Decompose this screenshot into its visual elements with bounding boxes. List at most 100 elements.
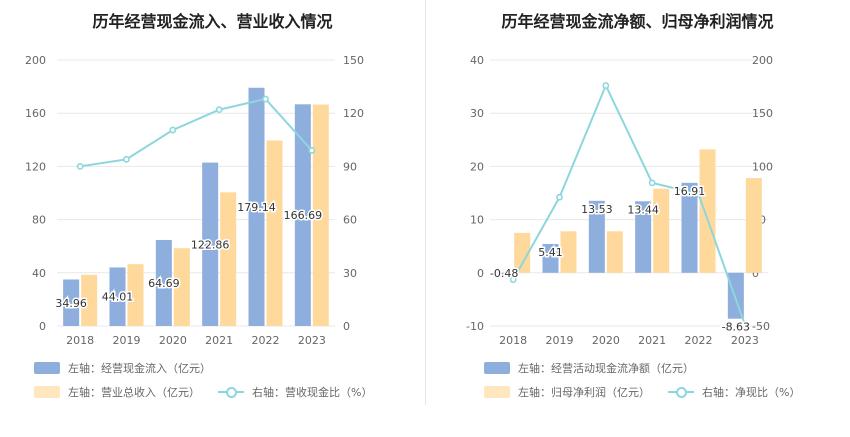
chart-svg: 0 0 40 30 80 60 120 90 160 120 200 150 2018 2019 2020 2… xyxy=(25,54,364,347)
bar-net-profit xyxy=(699,149,716,273)
legend-label: 左轴：经营活动现金流净额（亿元） xyxy=(518,362,694,375)
chart-panel-cash-inflow: 历年经营现金流入、营业收入情况 0 0 40 30 80 60 120 90 160 120 200… xyxy=(25,12,372,400)
bar-cash-inflow xyxy=(294,104,311,326)
right-axis-tick: 30 xyxy=(343,267,357,280)
x-axis-tick: 2021 xyxy=(638,334,666,347)
ratio-point xyxy=(262,95,269,103)
x-axis-tick: 2020 xyxy=(159,334,187,347)
left-axis-tick: 40 xyxy=(470,54,484,67)
right-axis-tick: 90 xyxy=(343,160,357,173)
data-label: 122.86 xyxy=(191,238,230,251)
legend-swatch-orange xyxy=(34,386,60,398)
x-axis-tick: 2018 xyxy=(499,334,527,347)
left-axis-tick: 80 xyxy=(32,214,46,227)
bar-net-cash xyxy=(635,201,652,273)
legend-swatch-line xyxy=(668,386,694,398)
legend-swatch-orange xyxy=(484,386,510,398)
data-label: 34.96 xyxy=(55,297,87,310)
data-label: 13.44 xyxy=(627,203,659,216)
legend-label: 左轴：归母净利润（亿元） xyxy=(518,386,650,399)
ratio-line xyxy=(512,83,746,325)
left-axis-tick: 40 xyxy=(32,267,46,280)
ratio-point xyxy=(509,276,517,284)
ratio-point xyxy=(741,321,749,328)
right-axis-tick: 60 xyxy=(343,214,357,227)
bar-net-cash xyxy=(542,244,559,273)
legend-swatch-line xyxy=(218,386,244,398)
data-label: 179.14 xyxy=(237,201,276,214)
bar-net-profit xyxy=(514,232,531,273)
legend-item-bar1[interactable]: 左轴：经营活动现金流净额（亿元） xyxy=(484,360,694,376)
bar-revenue xyxy=(312,104,329,327)
legend-label: 左轴：营业总收入（亿元） xyxy=(68,386,200,399)
legend-item-bar1[interactable]: 左轴：经营现金流入（亿元） xyxy=(34,360,211,376)
legend-item-bar2[interactable]: 左轴：归母净利润（亿元） xyxy=(484,384,650,400)
right-axis-tick: 150 xyxy=(343,54,364,67)
left-axis-tick: -10 xyxy=(466,320,484,333)
chart-title: 历年经营现金流入、营业收入情况 xyxy=(92,12,333,31)
left-axis-tick: 200 xyxy=(25,54,46,67)
bar-net-cash xyxy=(681,182,698,273)
bar-net-profit xyxy=(653,188,670,273)
left-axis-tick: 120 xyxy=(25,160,46,173)
bar-revenue xyxy=(127,264,144,326)
bar-net-profit xyxy=(745,178,762,273)
x-axis-tick: 2019 xyxy=(546,334,574,347)
left-axis-tick: 30 xyxy=(470,107,484,120)
x-axis-tick: 2023 xyxy=(298,334,326,347)
chart-svg: -10-500010502010030150402002018201920202… xyxy=(466,54,773,347)
ratio-point xyxy=(602,82,610,89)
ratio-point xyxy=(695,190,702,198)
bar-cash-inflow xyxy=(63,279,80,326)
bar-cash-inflow xyxy=(109,267,126,326)
bar-cash-inflow xyxy=(248,87,265,326)
right-axis-tick: 120 xyxy=(343,107,364,120)
legend-item-bar2[interactable]: 左轴：营业总收入（亿元） xyxy=(34,384,200,400)
left-axis-tick: 0 xyxy=(477,267,484,280)
bar-net-profit xyxy=(560,231,577,273)
legend-item-line[interactable]: 右轴：营收现金比（%） xyxy=(218,384,372,400)
bar-cash-inflow xyxy=(155,239,172,326)
x-axis-tick: 2020 xyxy=(592,334,620,347)
right-axis-tick: 150 xyxy=(752,107,773,120)
ratio-point xyxy=(556,193,563,201)
legend-item-line[interactable]: 右轴：净现比（%） xyxy=(668,384,800,400)
x-axis-tick: 2019 xyxy=(113,334,141,347)
bar-revenue xyxy=(266,140,283,326)
legend-label: 右轴：营收现金比（%） xyxy=(252,386,373,399)
bar-net-profit xyxy=(606,231,623,273)
chart-title: 历年经营现金流净额、归母净利润情况 xyxy=(501,12,774,31)
data-label: -0.48 xyxy=(490,267,518,280)
data-label: -8.63 xyxy=(722,321,750,334)
right-axis-tick: 0 xyxy=(752,267,759,280)
ratio-point xyxy=(308,147,316,154)
data-label: 13.53 xyxy=(581,203,613,216)
bar-revenue xyxy=(81,274,98,326)
ratio-point xyxy=(76,162,84,170)
panel-divider xyxy=(425,0,426,405)
legend-label: 右轴：净现比（%） xyxy=(702,386,801,399)
x-axis-tick: 2023 xyxy=(731,334,759,347)
legend-label: 左轴：经营现金流入（亿元） xyxy=(68,362,211,375)
x-axis-tick: 2018 xyxy=(66,334,94,347)
ratio-point xyxy=(123,155,130,163)
ratio-point xyxy=(215,106,223,114)
x-axis-tick: 2022 xyxy=(252,334,280,347)
ratio-point xyxy=(648,179,656,187)
ratio-point xyxy=(169,126,177,134)
legend-swatch-blue xyxy=(484,362,510,374)
data-label: 64.69 xyxy=(148,277,180,290)
right-axis-tick: 0 xyxy=(343,320,350,333)
chart-panel-net-cash: 历年经营现金流净额、归母净利润情况 -10-500010502010030150… xyxy=(425,0,850,437)
left-axis-tick: 0 xyxy=(39,320,46,333)
data-label: 5.41 xyxy=(538,246,563,259)
right-axis-tick: 100 xyxy=(752,160,773,173)
bar-cash-inflow xyxy=(202,162,219,326)
legend-swatch-blue xyxy=(34,362,60,374)
left-axis-tick: 10 xyxy=(470,214,484,227)
data-label: 166.69 xyxy=(284,209,323,222)
bar-revenue xyxy=(173,248,190,326)
bar-net-cash xyxy=(727,272,744,319)
bar-net-cash xyxy=(588,200,605,273)
right-axis-tick: -50 xyxy=(752,320,770,333)
